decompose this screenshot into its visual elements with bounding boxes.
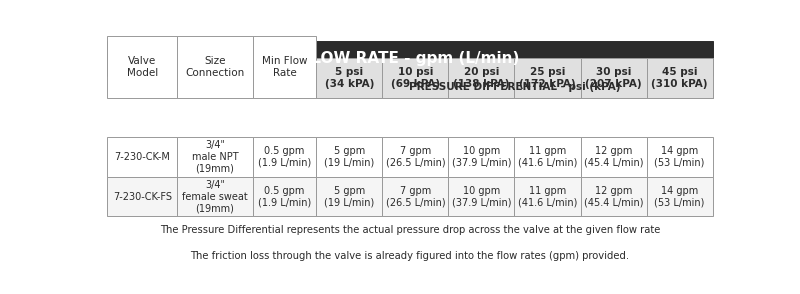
Bar	[317, 58, 382, 98]
Bar	[581, 177, 646, 216]
Bar	[449, 177, 514, 216]
Text: 5 gpm
(19 L/min): 5 gpm (19 L/min)	[324, 146, 374, 168]
Bar	[382, 137, 449, 177]
Bar	[581, 137, 646, 177]
Text: 14 gpm
(53 L/min): 14 gpm (53 L/min)	[654, 146, 705, 168]
Text: FLOW RATE - gpm (L/min): FLOW RATE - gpm (L/min)	[301, 51, 519, 66]
Text: 14 gpm
(53 L/min): 14 gpm (53 L/min)	[654, 186, 705, 208]
Text: 20 psi
(138 kPA): 20 psi (138 kPA)	[454, 67, 510, 89]
Text: Valve
Model: Valve Model	[126, 56, 158, 78]
Bar	[107, 177, 177, 216]
Text: 11 gpm
(41.6 L/min): 11 gpm (41.6 L/min)	[518, 186, 577, 208]
Text: 7-230-CK-FS: 7-230-CK-FS	[113, 192, 172, 202]
Bar	[253, 177, 317, 216]
Bar	[317, 177, 382, 216]
Bar	[646, 177, 713, 216]
Text: 25 psi
(172 kPA): 25 psi (172 kPA)	[519, 67, 576, 89]
Text: 10 gpm
(37.9 L/min): 10 gpm (37.9 L/min)	[452, 146, 511, 168]
Bar	[514, 177, 581, 216]
Text: 7 gpm
(26.5 L/min): 7 gpm (26.5 L/min)	[386, 186, 446, 208]
Text: 12 gpm
(45.4 L/min): 12 gpm (45.4 L/min)	[584, 186, 643, 208]
Bar	[646, 58, 713, 98]
Text: 5 gpm
(19 L/min): 5 gpm (19 L/min)	[324, 186, 374, 208]
Bar	[317, 76, 713, 98]
Bar	[449, 58, 514, 98]
Bar	[382, 177, 449, 216]
Bar	[107, 36, 177, 98]
Bar	[646, 137, 713, 177]
Text: 0.5 gpm
(1.9 L/min): 0.5 gpm (1.9 L/min)	[258, 186, 311, 208]
Text: 3/4"
female sweat
(19mm): 3/4" female sweat (19mm)	[182, 180, 248, 213]
Text: 12 gpm
(45.4 L/min): 12 gpm (45.4 L/min)	[584, 146, 643, 168]
Text: 7 gpm
(26.5 L/min): 7 gpm (26.5 L/min)	[386, 146, 446, 168]
Bar	[514, 137, 581, 177]
Text: 45 psi
(310 kPA): 45 psi (310 kPA)	[651, 67, 708, 89]
Text: Size
Connection: Size Connection	[186, 56, 245, 78]
Bar	[177, 177, 253, 216]
Text: 5 psi
(34 kPA): 5 psi (34 kPA)	[325, 67, 374, 89]
Bar	[581, 58, 646, 98]
Text: PRESSURE DIFFERENTIAL - psi (kPA): PRESSURE DIFFERENTIAL - psi (kPA)	[409, 82, 620, 92]
Bar	[107, 137, 177, 177]
Text: 10 psi
(69 kPA): 10 psi (69 kPA)	[391, 67, 440, 89]
Text: The friction loss through the valve is already figured into the flow rates (gpm): The friction loss through the valve is a…	[190, 251, 630, 261]
Text: Min Flow
Rate: Min Flow Rate	[262, 56, 307, 78]
Text: 7-230-CK-M: 7-230-CK-M	[114, 152, 170, 162]
Text: 3/4"
male NPT
(19mm): 3/4" male NPT (19mm)	[192, 140, 238, 174]
Bar	[449, 137, 514, 177]
Bar	[514, 58, 581, 98]
Text: 11 gpm
(41.6 L/min): 11 gpm (41.6 L/min)	[518, 146, 577, 168]
Text: 0.5 gpm
(1.9 L/min): 0.5 gpm (1.9 L/min)	[258, 146, 311, 168]
Text: 10 gpm
(37.9 L/min): 10 gpm (37.9 L/min)	[452, 186, 511, 208]
Bar	[107, 41, 713, 76]
Text: The Pressure Differential represents the actual pressure drop across the valve a: The Pressure Differential represents the…	[160, 225, 660, 235]
Bar	[382, 58, 449, 98]
Bar	[253, 137, 317, 177]
Bar	[253, 36, 317, 98]
Bar	[317, 137, 382, 177]
Bar	[177, 36, 253, 98]
Text: 30 psi
(207 kPA): 30 psi (207 kPA)	[586, 67, 642, 89]
Bar	[177, 137, 253, 177]
